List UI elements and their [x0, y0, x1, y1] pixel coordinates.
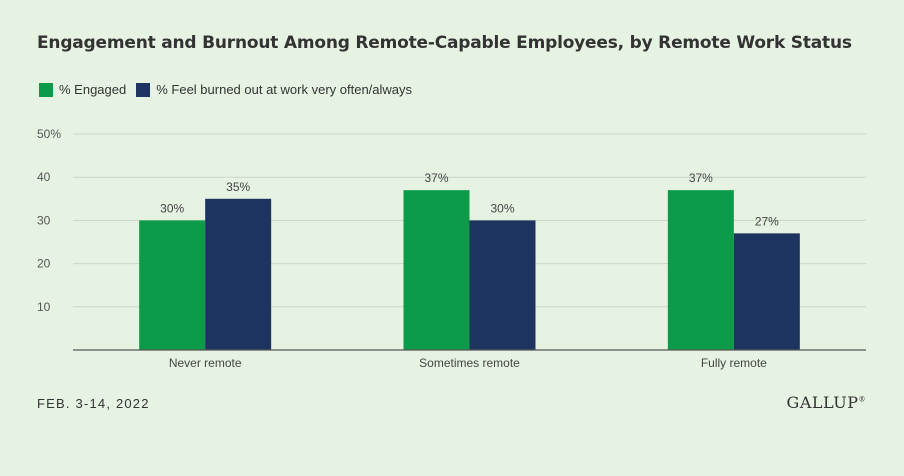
y-tick-label: 50%: [37, 127, 61, 141]
x-tick-label: Fully remote: [701, 356, 767, 370]
data-label: 30%: [160, 201, 184, 215]
bar: [139, 220, 206, 350]
gallup-logo: GALLUP®: [786, 393, 866, 412]
legend-swatch-burned-out: [136, 82, 151, 97]
data-label: 27%: [755, 214, 779, 228]
bar: [667, 190, 734, 350]
legend-label-burned-out: % Feel burned out at work very often/alw…: [156, 82, 413, 97]
chart-title: Engagement and Burnout Among Remote-Capa…: [37, 33, 852, 53]
data-label: 35%: [226, 180, 250, 194]
bar: [403, 190, 470, 350]
bar: [469, 220, 536, 350]
legend-label-engaged: % Engaged: [59, 82, 127, 97]
y-tick-label: 30: [37, 213, 51, 227]
logo-text: GALLUP: [786, 393, 859, 412]
y-tick-label: 40: [37, 170, 51, 184]
legend-item-engaged: % Engaged: [39, 82, 126, 97]
bar: [205, 198, 272, 350]
legend: % Engaged % Feel burned out at work very…: [39, 82, 422, 97]
x-tick-label: Never remote: [169, 356, 242, 370]
y-tick-label: 10: [37, 300, 51, 314]
legend-swatch-engaged: [39, 82, 53, 97]
data-label: 37%: [689, 171, 713, 185]
data-label: 30%: [490, 201, 514, 215]
y-tick-label: 20: [37, 257, 51, 271]
legend-item-burned-out: % Feel burned out at work very often/alw…: [136, 82, 412, 97]
x-tick-label: Sometimes remote: [419, 356, 520, 370]
footer-date: FEB. 3-14, 2022: [37, 396, 150, 411]
data-label: 37%: [424, 171, 448, 185]
bar: [733, 233, 800, 350]
